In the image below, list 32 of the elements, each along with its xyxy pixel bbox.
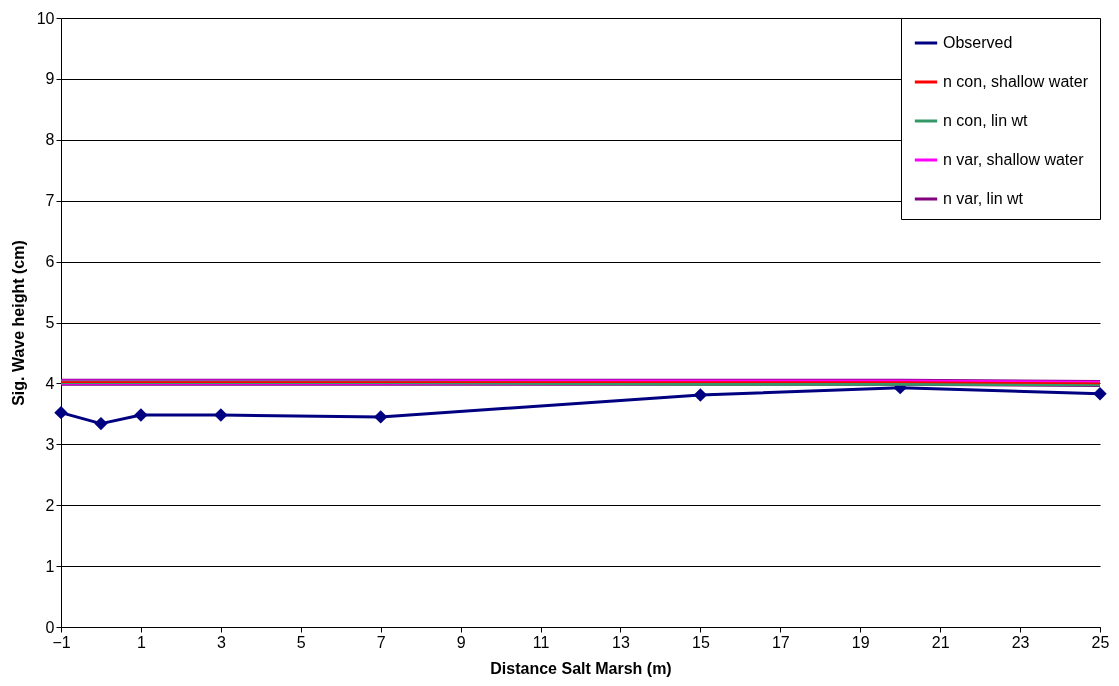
x-tick-label: 23 bbox=[1011, 633, 1030, 651]
y-tick-label: 9 bbox=[45, 70, 55, 88]
y-tick-label: 2 bbox=[45, 496, 55, 514]
y-tick-label: 4 bbox=[45, 374, 55, 392]
x-tick-label: 17 bbox=[771, 633, 790, 651]
x-tick-label: 11 bbox=[532, 633, 550, 651]
x-tick-label: −1 bbox=[52, 633, 71, 651]
legend-label: n var, lin wt bbox=[943, 190, 1024, 207]
y-tick-label: 5 bbox=[45, 314, 55, 331]
y-tick-label: 3 bbox=[45, 435, 55, 453]
x-tick-label: 3 bbox=[216, 633, 226, 651]
y-tick-label: 10 bbox=[36, 9, 55, 27]
x-tick-label: 1 bbox=[136, 633, 146, 651]
legend-label: n var, shallow water bbox=[943, 151, 1085, 168]
x-tick-label: 13 bbox=[612, 633, 630, 651]
x-tick-label: 5 bbox=[296, 633, 306, 651]
x-tick-label: 9 bbox=[456, 633, 466, 651]
x-tick-label: 15 bbox=[691, 633, 710, 651]
y-tick-label: 6 bbox=[45, 253, 55, 271]
legend-label: n con, lin wt bbox=[943, 112, 1029, 129]
y-tick-label: 8 bbox=[45, 131, 55, 149]
x-tick-label: 7 bbox=[376, 633, 386, 651]
y-tick-label: 1 bbox=[45, 557, 55, 575]
legend-label: Observed bbox=[943, 34, 1013, 51]
x-tick-label: 19 bbox=[851, 633, 870, 651]
x-tick-label: 21 bbox=[931, 633, 950, 651]
y-tick-label: 7 bbox=[45, 192, 55, 210]
x-axis-title: Distance Salt Marsh (m) bbox=[490, 659, 672, 677]
y-tick-label: 0 bbox=[45, 618, 55, 636]
x-tick-label: 25 bbox=[1091, 633, 1110, 651]
legend-label: n con, shallow water bbox=[943, 73, 1089, 90]
y-axis-title: Sig. Wave height (cm) bbox=[9, 240, 27, 406]
